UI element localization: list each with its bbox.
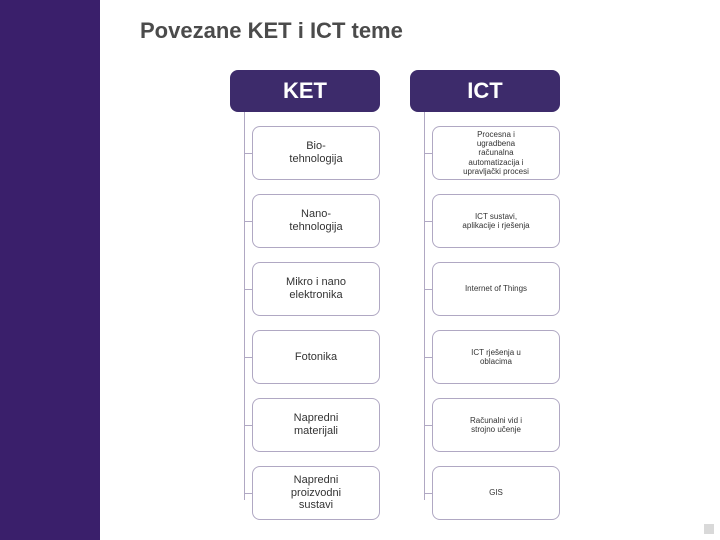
- connector-tick: [244, 357, 252, 358]
- column-header-ict: ICT: [410, 70, 560, 112]
- corner-marker: [704, 524, 714, 534]
- node-ket-0: Bio- tehnologija: [252, 126, 380, 180]
- connector-tick: [244, 289, 252, 290]
- column-ict: ICT Procesna i ugradbena računalna autom…: [410, 70, 560, 520]
- node-ket-1: Nano- tehnologija: [252, 194, 380, 248]
- connector-tick: [244, 425, 252, 426]
- connector-tick: [244, 493, 252, 494]
- node-label: Nano- tehnologija: [289, 208, 342, 233]
- node-label: ICT rješenja u oblacima: [471, 348, 521, 366]
- left-accent-strip: [0, 0, 100, 540]
- node-label: Procesna i ugradbena računalna automatiz…: [463, 130, 529, 176]
- connector-tick: [244, 153, 252, 154]
- node-ict-1: ICT sustavi, aplikacije i rješenja: [432, 194, 560, 248]
- connector-tick: [424, 425, 432, 426]
- node-label: Napredni proizvodni sustavi: [291, 474, 341, 512]
- node-ict-3: ICT rješenja u oblacima: [432, 330, 560, 384]
- node-ict-2: Internet of Things: [432, 262, 560, 316]
- node-ket-3: Fotonika: [252, 330, 380, 384]
- page-title: Povezane KET i ICT teme: [140, 18, 403, 44]
- slide: Povezane KET i ICT teme KET Bio- tehnolo…: [0, 0, 720, 540]
- node-ict-4: Računalni vid i strojno učenje: [432, 398, 560, 452]
- node-label: Mikro i nano elektronika: [286, 276, 346, 301]
- node-ket-5: Napredni proizvodni sustavi: [252, 466, 380, 520]
- connector-tick: [424, 357, 432, 358]
- connector-spine-ket: [244, 112, 245, 500]
- connector-tick: [244, 221, 252, 222]
- node-label: Napredni materijali: [294, 412, 339, 437]
- column-ket: KET Bio- tehnologija Nano- tehnologija Mik…: [230, 70, 380, 520]
- connector-spine-ict: [424, 112, 425, 500]
- node-label: Računalni vid i strojno učenje: [470, 416, 522, 434]
- node-ict-0: Procesna i ugradbena računalna automatiz…: [432, 126, 560, 180]
- node-label: ICT sustavi, aplikacije i rješenja: [462, 212, 529, 230]
- node-label: GIS: [489, 488, 503, 497]
- node-ict-5: GIS: [432, 466, 560, 520]
- node-ket-4: Napredni materijali: [252, 398, 380, 452]
- node-label: Bio- tehnologija: [289, 140, 342, 165]
- connector-tick: [424, 493, 432, 494]
- column-header-ket: KET: [230, 70, 380, 112]
- connector-tick: [424, 221, 432, 222]
- connector-tick: [424, 153, 432, 154]
- node-ket-2: Mikro i nano elektronika: [252, 262, 380, 316]
- node-label: Internet of Things: [465, 284, 527, 293]
- node-label: Fotonika: [295, 351, 337, 364]
- connector-tick: [424, 289, 432, 290]
